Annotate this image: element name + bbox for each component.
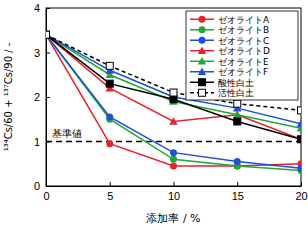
data-point bbox=[106, 80, 113, 87]
data-point bbox=[234, 118, 241, 125]
legend-label: 活性白土 bbox=[218, 88, 254, 98]
y-tick-label: 4 bbox=[34, 2, 40, 14]
data-point bbox=[46, 31, 50, 38]
data-point bbox=[298, 107, 302, 114]
data-point bbox=[297, 135, 301, 143]
data-point bbox=[233, 111, 241, 119]
legend-marker bbox=[198, 57, 206, 65]
legend-label: ゼオライトB bbox=[218, 25, 269, 35]
y-tick-label: 3 bbox=[34, 47, 40, 59]
data-point bbox=[298, 136, 302, 143]
legend-marker bbox=[198, 68, 206, 76]
data-point bbox=[170, 89, 177, 96]
data-point bbox=[46, 31, 50, 38]
legend: ゼオライトAゼオライトBゼオライトCゼオライトDゼオライトEゼオライトF酸性白土… bbox=[186, 11, 298, 100]
data-point bbox=[169, 117, 177, 125]
legend-marker bbox=[199, 26, 206, 33]
y-axis: 0 1 2 3 4 bbox=[34, 2, 50, 192]
data-point bbox=[46, 31, 50, 38]
legend-marker bbox=[199, 89, 206, 96]
data-point bbox=[170, 162, 177, 169]
data-point bbox=[170, 96, 177, 103]
x-axis-title: 添加率 / % bbox=[146, 212, 200, 225]
x-tick-mark bbox=[110, 182, 111, 186]
y-tick-label: 2 bbox=[34, 91, 40, 103]
legend-label: ゼオライトD bbox=[218, 46, 270, 56]
legend-label: ゼオライトA bbox=[218, 15, 270, 25]
y-tick-label: 1 bbox=[34, 136, 40, 148]
data-point bbox=[234, 100, 241, 107]
legend-label: ゼオライトF bbox=[218, 67, 268, 77]
legend-marker bbox=[199, 37, 206, 44]
data-point bbox=[298, 165, 302, 172]
legend-label: ゼオライトC bbox=[218, 36, 269, 46]
data-point bbox=[106, 114, 113, 121]
y-tick-mark bbox=[46, 53, 50, 54]
plot-frame bbox=[46, 8, 301, 186]
legend-marker bbox=[199, 16, 206, 23]
data-point bbox=[170, 149, 177, 156]
y-axis-title: ¹³⁴Cs/60 + ¹³⁷Cs/90 / - bbox=[3, 42, 14, 151]
x-tick-label: 10 bbox=[168, 190, 180, 202]
x-tick: 5 bbox=[107, 182, 113, 202]
marks bbox=[46, 31, 301, 174]
y-tick: 2 bbox=[34, 91, 50, 103]
x-tick-label: 0 bbox=[43, 190, 49, 202]
data-point bbox=[297, 120, 301, 128]
chart: 0 5 10 15 20 0 1 2 3 4 基準値 ゼオライトAゼオライトBゼオライトCゼオライトD… bbox=[0, 0, 308, 230]
x-axis: 0 5 10 15 20 bbox=[43, 182, 307, 202]
data-point bbox=[46, 31, 50, 39]
y-tick: 3 bbox=[34, 47, 50, 59]
x-tick-label: 5 bbox=[107, 190, 113, 202]
x-tick-mark bbox=[237, 182, 238, 186]
x-tick: 15 bbox=[232, 182, 244, 202]
plot: 0 5 10 15 20 0 1 2 3 4 基準値 ゼオライトAゼオライトBゼオライトCゼオライトD… bbox=[34, 2, 308, 202]
data-point bbox=[46, 31, 50, 39]
data-point bbox=[170, 156, 177, 163]
data-point bbox=[106, 140, 113, 147]
data-point bbox=[46, 31, 50, 38]
legend-label: 酸性白土 bbox=[218, 78, 254, 88]
data-point bbox=[234, 158, 241, 165]
legend-marker bbox=[199, 79, 206, 86]
data-point bbox=[46, 31, 50, 39]
series-line bbox=[46, 35, 301, 169]
data-point bbox=[46, 31, 50, 38]
y-tick-label: 0 bbox=[34, 180, 40, 192]
y-tick-mark bbox=[46, 97, 50, 98]
reference-line bbox=[46, 141, 301, 143]
legend-marker bbox=[198, 47, 206, 55]
x-tick: 10 bbox=[168, 182, 180, 202]
x-tick-label: 20 bbox=[295, 190, 307, 202]
series-line bbox=[46, 35, 301, 171]
reference-label: 基準値 bbox=[52, 128, 82, 139]
x-tick-mark bbox=[174, 182, 175, 186]
legend-box bbox=[186, 11, 298, 100]
data-point bbox=[106, 62, 113, 69]
x-tick-label: 15 bbox=[232, 190, 244, 202]
legend-label: ゼオライトE bbox=[218, 57, 269, 67]
